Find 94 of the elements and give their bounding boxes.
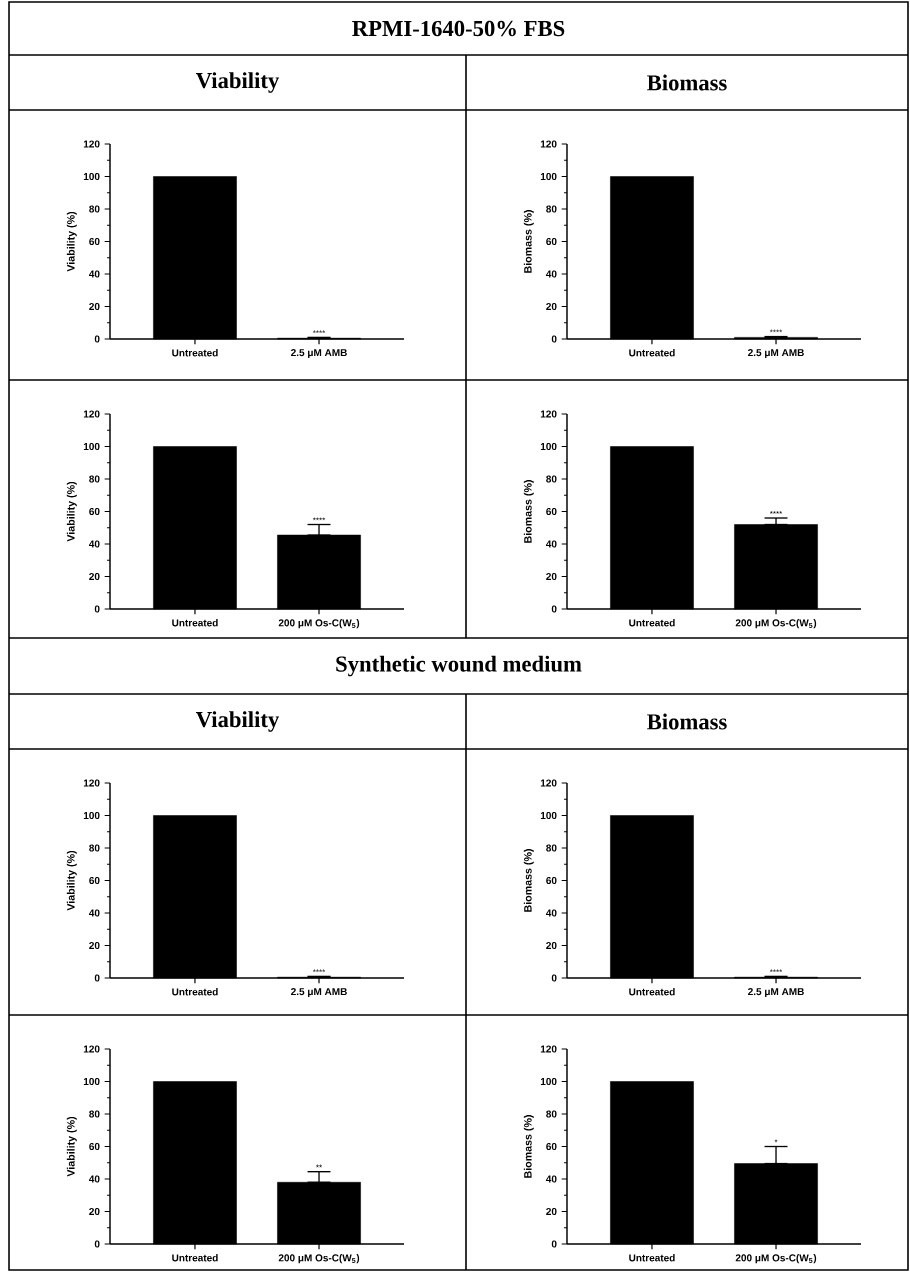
y-tick-label: 20 <box>546 302 557 311</box>
annotation: **** <box>769 969 783 973</box>
text: Synthetic wound medium <box>336 655 582 677</box>
y-tick-label: 40 <box>545 270 557 278</box>
y-tick-label: 0 <box>94 974 100 982</box>
y-tick-label: 100 <box>83 811 100 820</box>
y-tick-label: 0 <box>551 605 557 613</box>
x-tick-label: Untreated <box>172 988 218 996</box>
y-tick-label: 80 <box>546 844 557 852</box>
y-tick-label: 80 <box>89 205 100 213</box>
y-tick-label: 100 <box>540 172 557 181</box>
y-tick-label: 0 <box>551 974 557 982</box>
y-tick-label: 0 <box>94 1240 100 1248</box>
y-tick-label: 20 <box>89 941 100 950</box>
y-tick-label: 80 <box>546 205 557 213</box>
y-axis-title: Biomass (%) <box>523 849 534 912</box>
x-tick-label: 200 μM Os-C(W$_{5}$) <box>278 619 360 629</box>
y-tick-label: 80 <box>546 475 557 483</box>
y-tick-label: 80 <box>89 844 100 852</box>
y-tick-label: 0 <box>94 335 100 343</box>
y-tick-label: 120 <box>540 140 557 148</box>
y-tick-label: 60 <box>89 1142 100 1151</box>
y-tick-label: 20 <box>546 941 557 950</box>
chart-subtitle: Viability <box>195 72 280 93</box>
x-tick-label: Untreated <box>629 349 675 357</box>
y-axis-title: Viability (%) <box>66 481 77 542</box>
y-axis-title: Viability (%) <box>66 1116 77 1177</box>
chart-subtitle: Biomass <box>647 713 727 730</box>
chart-subtitle: Viability <box>195 711 280 732</box>
text: RPMI-1640-50% FBS <box>352 20 565 37</box>
y-tick-label: 100 <box>540 811 557 820</box>
annotation: **** <box>769 510 783 514</box>
y-tick-label: 60 <box>546 507 557 516</box>
y-tick-label: 120 <box>83 779 100 787</box>
y-tick-label: 40 <box>545 1175 557 1183</box>
y-tick-label: 100 <box>83 442 100 451</box>
y-tick-label: 0 <box>551 1240 557 1248</box>
annotation: * <box>774 1139 778 1143</box>
y-tick-label: 120 <box>83 140 100 148</box>
y-tick-label: 40 <box>88 909 100 917</box>
y-tick-label: 120 <box>540 1045 557 1053</box>
x-tick-label: 200 μM Os-C(W$_{5}$) <box>735 619 817 629</box>
y-tick-label: 60 <box>89 876 100 885</box>
y-tick-label: 40 <box>88 540 100 548</box>
x-tick-label: 200 μM Os-C(W$_{5}$) <box>735 1254 817 1264</box>
y-axis-title: Biomass (%) <box>523 480 534 543</box>
y-tick-label: 40 <box>88 270 100 278</box>
y-tick-label: 60 <box>89 237 100 246</box>
x-tick-label: 200 μM Os-C(W$_{5}$) <box>278 1254 360 1264</box>
annotation: ** <box>316 1164 323 1168</box>
y-tick-label: 80 <box>89 1110 100 1118</box>
y-tick-label: 60 <box>546 876 557 885</box>
x-tick-label: 2.5 μM AMB <box>748 349 804 359</box>
chart-subtitle: Biomass <box>647 74 727 91</box>
annotation: **** <box>312 330 326 334</box>
y-tick-label: 20 <box>89 572 100 581</box>
y-tick-label: 100 <box>540 1077 557 1086</box>
annotation: **** <box>769 329 783 333</box>
y-tick-label: 80 <box>546 1110 557 1118</box>
y-tick-label: 40 <box>545 540 557 548</box>
y-tick-label: 20 <box>89 1207 100 1216</box>
y-tick-label: 60 <box>89 507 100 516</box>
y-axis-title: Biomass (%) <box>523 210 534 273</box>
annotation: **** <box>312 517 326 521</box>
x-tick-label: Untreated <box>172 619 218 627</box>
y-tick-label: 120 <box>83 410 100 418</box>
y-tick-label: 100 <box>83 172 100 181</box>
y-axis-title: Viability (%) <box>66 850 77 911</box>
y-tick-label: 0 <box>551 335 557 343</box>
x-tick-label: Untreated <box>172 1254 218 1262</box>
x-tick-label: Untreated <box>629 1254 675 1262</box>
annotation: **** <box>312 969 326 973</box>
y-tick-label: 60 <box>546 1142 557 1151</box>
y-tick-label: 20 <box>89 302 100 311</box>
x-tick-label: Untreated <box>172 349 218 357</box>
y-tick-label: 20 <box>546 572 557 581</box>
y-axis-title: Biomass (%) <box>523 1115 534 1178</box>
y-tick-label: 120 <box>540 779 557 787</box>
y-tick-label: 100 <box>83 1077 100 1086</box>
x-tick-label: Untreated <box>629 619 675 627</box>
x-tick-label: 2.5 μM AMB <box>748 988 804 998</box>
x-tick-label: Untreated <box>629 988 675 996</box>
x-tick-label: 2.5 μM AMB <box>291 349 347 359</box>
y-tick-label: 40 <box>545 909 557 917</box>
y-tick-label: 120 <box>540 410 557 418</box>
y-axis-title: Viability (%) <box>66 211 77 272</box>
y-tick-label: 0 <box>94 605 100 613</box>
y-tick-label: 40 <box>88 1175 100 1183</box>
y-tick-label: 20 <box>546 1207 557 1216</box>
y-tick-label: 100 <box>540 442 557 451</box>
y-tick-label: 80 <box>89 475 100 483</box>
x-tick-label: 2.5 μM AMB <box>291 988 347 998</box>
y-tick-label: 120 <box>83 1045 100 1053</box>
y-tick-label: 60 <box>546 237 557 246</box>
